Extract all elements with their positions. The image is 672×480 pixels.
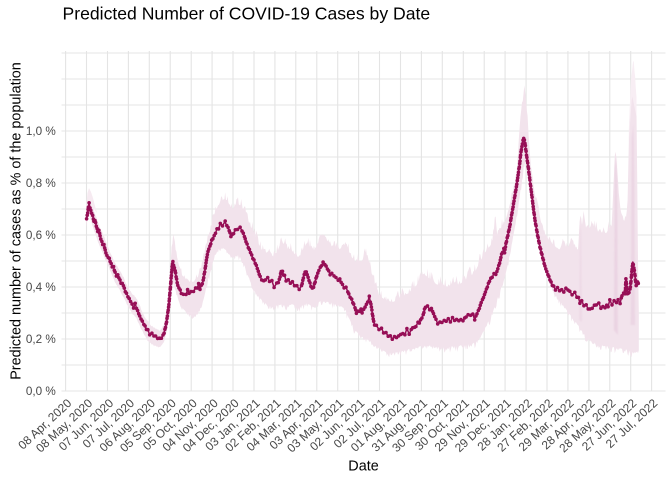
svg-text:0,8 %: 0,8 % [26,177,56,190]
svg-text:Predicted Number of COVID-19 C: Predicted Number of COVID-19 Cases by Da… [63,4,431,24]
svg-text:0,4 %: 0,4 % [26,281,56,294]
svg-text:Predicted number of cases as %: Predicted number of cases as % of the po… [9,62,25,380]
svg-text:0,6 %: 0,6 % [26,229,56,242]
svg-text:0,2 %: 0,2 % [26,333,56,346]
svg-text:Date: Date [348,459,378,475]
svg-text:0,0 %: 0,0 % [26,385,56,398]
svg-text:1,0 %: 1,0 % [26,125,56,138]
